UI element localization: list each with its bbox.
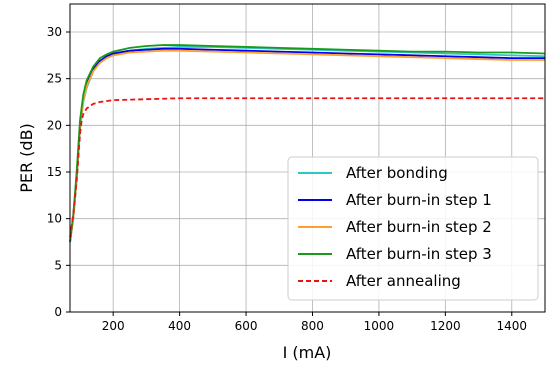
x-tick-label: 400 [168,319,191,333]
x-tick-label: 1400 [497,319,528,333]
y-axis-ticks: 0 5 10 15 20 25 30 [47,25,70,319]
x-tick-label: 800 [301,319,324,333]
legend: After bonding After burn-in step 1 After b… [288,157,538,300]
legend-label-4: After annealing [346,272,461,290]
x-tick-label: 200 [102,319,125,333]
y-tick-label: 10 [47,212,62,226]
y-tick-label: 0 [54,305,62,319]
y-tick-label: 15 [47,165,62,179]
x-axis-ticks: 200 400 600 800 1000 1200 1400 [102,312,527,333]
legend-label-0: After bonding [346,164,448,182]
y-tick-label: 20 [47,118,62,132]
legend-label-3: After burn-in step 3 [346,245,492,263]
y-tick-label: 30 [47,25,62,39]
x-tick-label: 1200 [430,319,461,333]
x-tick-label: 600 [235,319,258,333]
y-axis-label: PER (dB) [17,123,36,193]
legend-label-1: After burn-in step 1 [346,191,492,209]
x-axis-label: I (mA) [283,343,332,362]
y-tick-label: 5 [54,258,62,272]
x-tick-label: 1000 [364,319,395,333]
legend-label-2: After burn-in step 2 [346,218,492,236]
y-tick-label: 25 [47,72,62,86]
